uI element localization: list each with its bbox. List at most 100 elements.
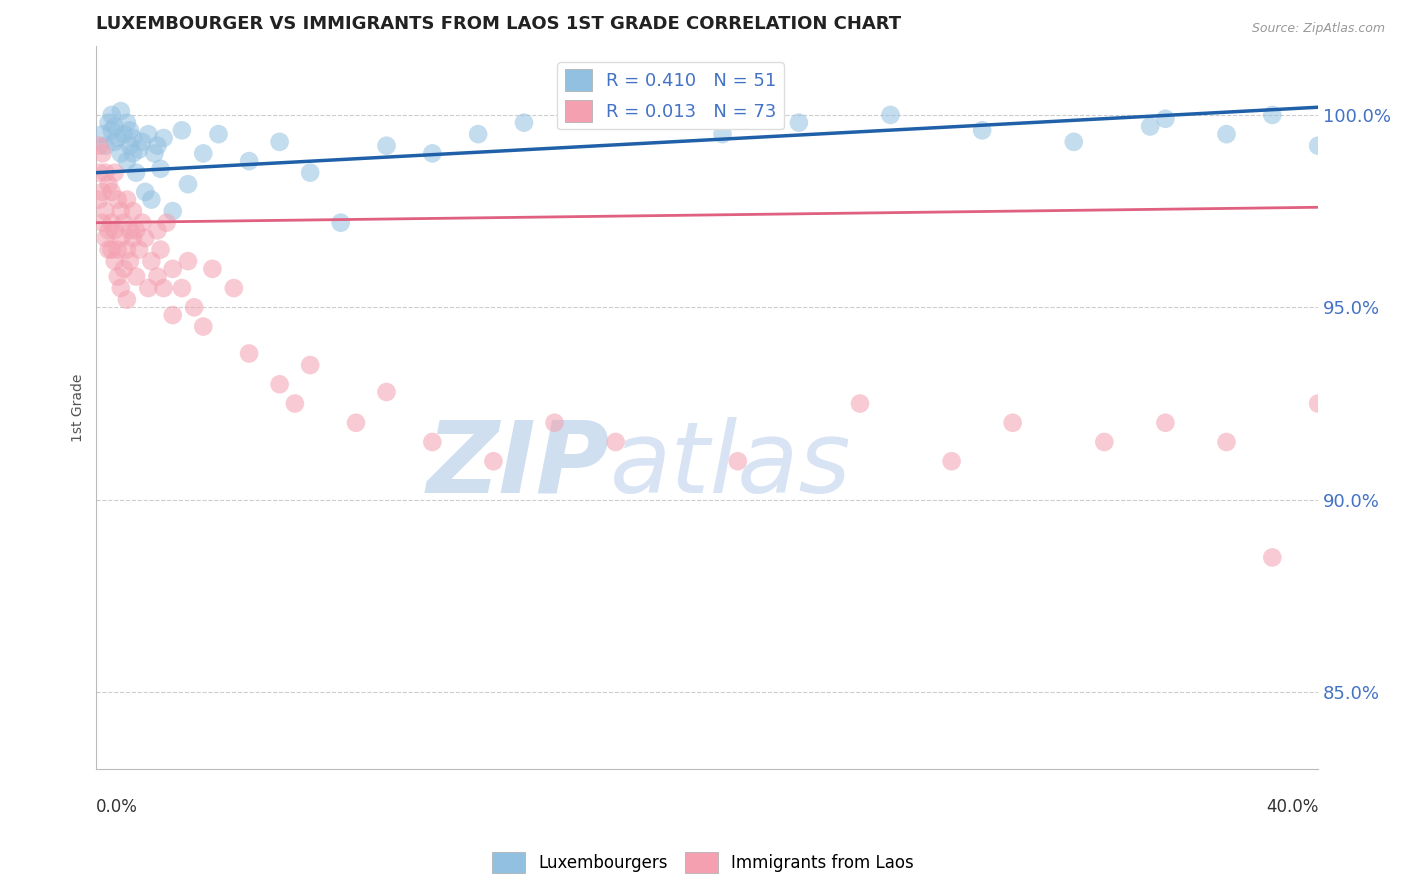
Point <box>91 185 114 199</box>
Point <box>89 138 111 153</box>
Point <box>141 193 163 207</box>
Point <box>136 127 159 141</box>
Point <box>122 231 145 245</box>
Point <box>122 204 145 219</box>
Point <box>1092 435 1115 450</box>
Point <box>104 120 127 134</box>
Point <box>152 131 174 145</box>
Y-axis label: 1st Grade: 1st Grade <box>72 373 86 442</box>
Point <box>100 185 122 199</box>
Point <box>1261 550 1284 565</box>
Point <box>1308 396 1330 410</box>
Point <box>193 146 215 161</box>
Point <box>193 319 215 334</box>
Point <box>131 135 153 149</box>
Point <box>201 261 224 276</box>
Point <box>787 115 810 129</box>
Point <box>284 396 307 410</box>
Point <box>110 231 132 245</box>
Text: atlas: atlas <box>610 417 851 514</box>
Point <box>134 231 156 245</box>
Point <box>110 104 132 119</box>
Point <box>1215 435 1237 450</box>
Point <box>299 166 322 180</box>
Point <box>118 138 141 153</box>
Point <box>711 127 734 141</box>
Point <box>482 454 505 468</box>
Point <box>91 146 114 161</box>
Point <box>143 146 166 161</box>
Point <box>543 416 565 430</box>
Point <box>170 123 193 137</box>
Point <box>1308 138 1330 153</box>
Legend: R = 0.410   N = 51, R = 0.013   N = 73: R = 0.410 N = 51, R = 0.013 N = 73 <box>557 62 783 129</box>
Point <box>100 123 122 137</box>
Point <box>100 243 122 257</box>
Point <box>107 243 129 257</box>
Point <box>972 123 994 137</box>
Point <box>100 216 122 230</box>
Point <box>107 269 129 284</box>
Point <box>420 435 443 450</box>
Point <box>1154 416 1177 430</box>
Point <box>115 193 138 207</box>
Text: 40.0%: 40.0% <box>1265 798 1319 816</box>
Point <box>91 127 114 141</box>
Point <box>329 216 352 230</box>
Point <box>104 166 127 180</box>
Point <box>125 166 148 180</box>
Point <box>97 223 120 237</box>
Point <box>1154 112 1177 126</box>
Point <box>375 384 398 399</box>
Point <box>112 216 135 230</box>
Point <box>107 193 129 207</box>
Point <box>605 435 627 450</box>
Point <box>207 127 229 141</box>
Point <box>128 143 150 157</box>
Point <box>162 261 184 276</box>
Point <box>155 216 177 230</box>
Point <box>146 138 169 153</box>
Point <box>115 293 138 307</box>
Point <box>97 243 120 257</box>
Point <box>134 185 156 199</box>
Point <box>1063 135 1085 149</box>
Point <box>97 115 120 129</box>
Point <box>1215 127 1237 141</box>
Point <box>146 269 169 284</box>
Point <box>118 123 141 137</box>
Point <box>91 216 114 230</box>
Point <box>141 254 163 268</box>
Point <box>162 308 184 322</box>
Point <box>605 100 627 114</box>
Point <box>122 131 145 145</box>
Point <box>94 138 117 153</box>
Text: LUXEMBOURGER VS IMMIGRANTS FROM LAOS 1ST GRADE CORRELATION CHART: LUXEMBOURGER VS IMMIGRANTS FROM LAOS 1ST… <box>97 15 901 33</box>
Text: 0.0%: 0.0% <box>97 798 138 816</box>
Point <box>344 416 367 430</box>
Point <box>104 223 127 237</box>
Point <box>299 358 322 372</box>
Point <box>467 127 489 141</box>
Point <box>97 177 120 191</box>
Point <box>104 135 127 149</box>
Point <box>222 281 245 295</box>
Text: ZIP: ZIP <box>426 417 610 514</box>
Point <box>110 204 132 219</box>
Point <box>94 204 117 219</box>
Point <box>513 115 536 129</box>
Point <box>115 154 138 169</box>
Point <box>1261 108 1284 122</box>
Point <box>125 269 148 284</box>
Point <box>162 204 184 219</box>
Point <box>94 231 117 245</box>
Point <box>146 223 169 237</box>
Point <box>94 166 117 180</box>
Point <box>420 146 443 161</box>
Point <box>149 243 172 257</box>
Point <box>115 243 138 257</box>
Point <box>89 166 111 180</box>
Point <box>375 138 398 153</box>
Point <box>269 135 291 149</box>
Point <box>118 223 141 237</box>
